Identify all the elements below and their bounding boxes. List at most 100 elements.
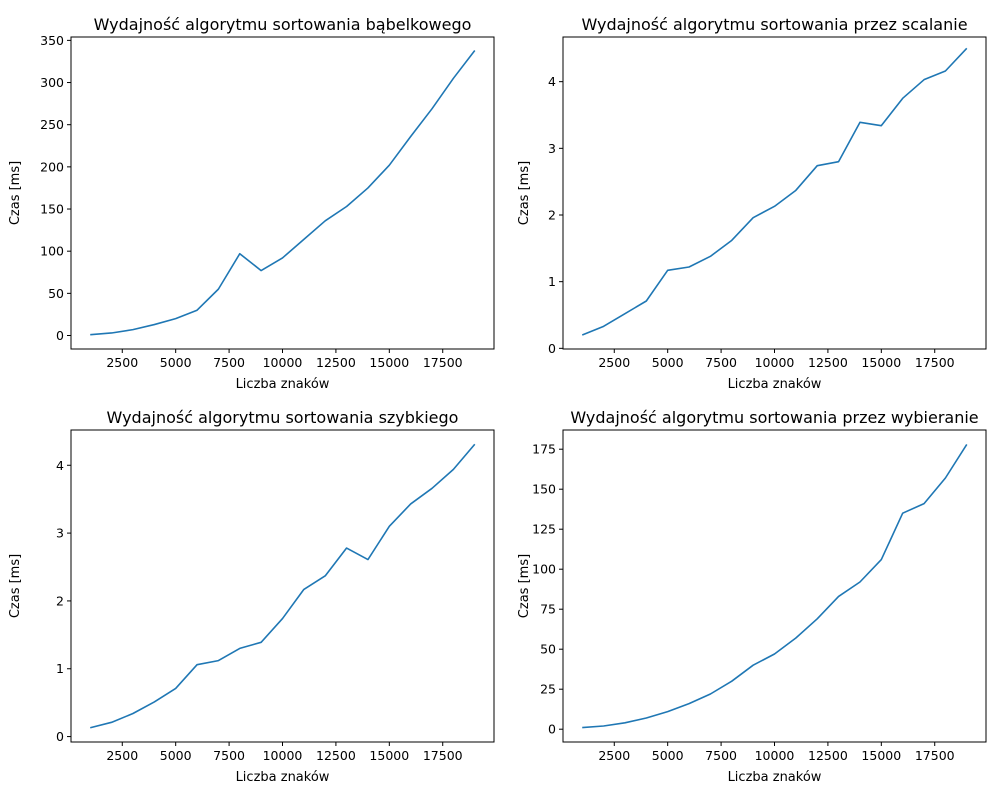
data-point <box>431 108 433 110</box>
data-point <box>902 98 904 100</box>
data-point <box>667 711 669 713</box>
data-point <box>731 240 733 242</box>
data-point <box>774 206 776 208</box>
y-tick-label: 0 <box>56 729 64 744</box>
data-point <box>923 79 925 81</box>
x-tick-label: 5000 <box>160 355 192 370</box>
y-tick-label: 25 <box>540 682 556 697</box>
chart-panel: Wydajność algorytmu sortowania szybkiego… <box>8 408 495 785</box>
series-line <box>582 443 968 729</box>
data-point <box>816 618 818 620</box>
y-tick-label: 1 <box>548 274 556 289</box>
chart-title: Wydajność algorytmu sortowania przez sca… <box>581 15 967 34</box>
data-point <box>646 300 648 302</box>
data-point <box>389 164 391 166</box>
data-point <box>196 664 198 666</box>
data-point <box>367 187 369 189</box>
data-point <box>603 326 605 328</box>
data-point <box>260 641 262 643</box>
x-tick-label: 15000 <box>369 748 409 763</box>
data-point <box>859 122 861 124</box>
data-point <box>453 469 455 471</box>
axes-frame <box>70 429 495 743</box>
data-point <box>175 318 177 320</box>
x-tick-label: 7500 <box>705 748 737 763</box>
data-point <box>838 596 840 598</box>
y-tick-label: 3 <box>548 141 556 156</box>
x-axis-label: Liczba znaków <box>728 770 822 785</box>
data-point <box>945 477 947 479</box>
data-point <box>303 239 305 241</box>
data-point <box>624 313 626 315</box>
data-point <box>154 701 156 703</box>
series-line <box>581 47 968 336</box>
y-tick-label: 1 <box>56 661 64 676</box>
data-point <box>282 257 284 259</box>
y-tick-label: 150 <box>532 482 556 497</box>
axes-frame <box>70 36 495 350</box>
y-tick-label: 300 <box>40 75 64 90</box>
data-point <box>260 270 262 272</box>
x-tick-label: 5000 <box>652 748 684 763</box>
data-point <box>795 637 797 639</box>
chart-title: Wydajność algorytmu sortowania bąbelkowe… <box>94 15 472 34</box>
data-point <box>881 125 883 127</box>
y-tick-label: 50 <box>48 286 64 301</box>
x-tick-label: 2500 <box>598 355 630 370</box>
data-point <box>774 653 776 655</box>
x-tick-label: 17500 <box>423 355 463 370</box>
y-tick-label: 0 <box>56 328 64 343</box>
x-tick-label: 10000 <box>263 355 303 370</box>
x-axis-label: Liczba znaków <box>236 770 330 785</box>
data-point <box>324 220 326 222</box>
y-tick-label: 4 <box>548 74 556 89</box>
x-tick-label: 12500 <box>808 355 848 370</box>
series-line <box>90 443 476 729</box>
y-tick-label: 0 <box>548 722 556 737</box>
x-tick-label: 12500 <box>316 748 356 763</box>
data-point <box>667 270 669 272</box>
data-point <box>346 206 348 208</box>
data-point <box>795 190 797 192</box>
y-tick-label: 4 <box>56 458 64 473</box>
data-point <box>132 713 134 715</box>
axes-frame <box>562 429 987 743</box>
x-tick-label: 10000 <box>755 748 795 763</box>
x-tick-label: 2500 <box>598 748 630 763</box>
data-point <box>111 332 113 334</box>
x-tick-label: 5000 <box>160 748 192 763</box>
x-tick-label: 10000 <box>263 748 303 763</box>
x-tick-label: 17500 <box>423 748 463 763</box>
y-axis-label: Czas [ms] <box>517 161 532 225</box>
data-point <box>346 547 348 549</box>
data-point <box>688 703 690 705</box>
y-tick-label: 150 <box>40 202 64 217</box>
data-point <box>196 309 198 311</box>
data-point <box>132 329 134 331</box>
data-point <box>838 161 840 163</box>
x-tick-label: 12500 <box>808 748 848 763</box>
data-point <box>389 526 391 528</box>
chart-panel: Wydajność algorytmu sortowania bąbelkowe… <box>8 15 495 392</box>
y-tick-label: 125 <box>532 522 556 537</box>
y-tick-label: 100 <box>532 562 556 577</box>
x-axis-label: Liczba znaków <box>236 377 330 392</box>
data-point <box>474 443 476 445</box>
y-axis-label: Czas [ms] <box>517 554 532 618</box>
data-point <box>175 688 177 690</box>
data-point <box>710 693 712 695</box>
data-point <box>474 50 476 52</box>
data-point <box>239 648 241 650</box>
x-tick-label: 7500 <box>213 748 245 763</box>
y-tick-label: 175 <box>532 442 556 457</box>
data-point <box>410 503 412 505</box>
data-point <box>410 136 412 138</box>
data-point <box>453 78 455 80</box>
data-point <box>859 581 861 583</box>
data-point <box>111 722 113 724</box>
x-tick-label: 7500 <box>705 355 737 370</box>
x-tick-label: 17500 <box>915 748 955 763</box>
data-point <box>367 559 369 561</box>
data-point <box>324 575 326 577</box>
